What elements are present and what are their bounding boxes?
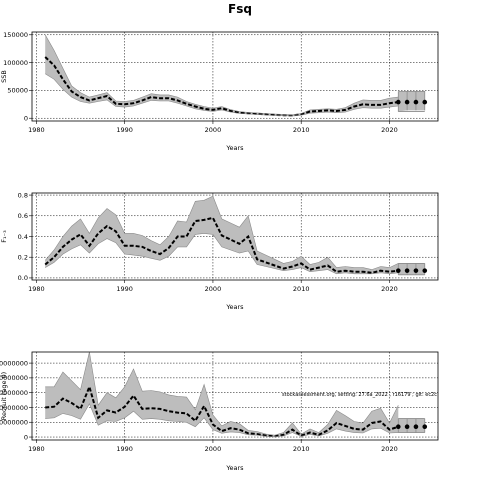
upper-bound-line <box>44 34 399 116</box>
x-axis-label: Years <box>225 464 244 472</box>
upper-bound-line <box>44 195 399 270</box>
forecast-band <box>398 263 425 275</box>
x-tick-label: 1990 <box>116 285 133 293</box>
y-tick-label: 0.2 <box>18 254 28 262</box>
y-tick-label: 50000 <box>7 87 28 95</box>
x-tick-label: 1990 <box>116 126 133 134</box>
forecast-point <box>413 268 419 273</box>
x-axis-label: Years <box>225 144 244 152</box>
x-tick-label: 2020 <box>381 285 398 293</box>
forecast-point <box>404 424 410 429</box>
forecast-point <box>395 424 401 429</box>
x-tick-label: 2020 <box>381 445 398 453</box>
y-tick-label: 0.0 <box>18 274 28 282</box>
y-tick-label: 400000000 <box>0 404 28 412</box>
x-tick-label: 2010 <box>293 285 310 293</box>
forecast-point <box>395 268 401 273</box>
y-tick-label: 0.6 <box>18 212 28 220</box>
panel-2: 1980 1990 2000 2010 2020 0.0 0.2 0.4 0.6 0.8 Years… <box>0 191 439 311</box>
x-tick-label: 2010 <box>293 445 310 453</box>
x-tick-label: 1980 <box>28 445 45 453</box>
lower-bound-line <box>45 403 399 438</box>
y-axis-label: Recruit (age 0) <box>0 372 8 420</box>
y-tick-label: 0.8 <box>18 191 28 199</box>
plot-frame <box>31 351 439 441</box>
x-tick-label: 2000 <box>205 126 222 134</box>
x-tick-label: 2000 <box>205 445 222 453</box>
y-tick-label: 0 <box>24 433 28 441</box>
lower-bound-line <box>45 233 399 275</box>
upper-bound-line <box>45 351 399 436</box>
forecast-point <box>413 424 419 429</box>
forecast-point <box>395 99 401 105</box>
forecast-point <box>422 424 428 429</box>
y-axis-label: F₁₋₃ <box>0 230 8 243</box>
forecast-point <box>413 99 419 105</box>
forecast-point <box>404 268 410 273</box>
y-tick-label: 100000 <box>3 59 28 67</box>
settings-annotation: stockassessment.org, setting: 27.6a_2022… <box>282 392 437 398</box>
x-axis-label: Years <box>225 303 244 311</box>
x-tick-label: 2010 <box>293 126 310 134</box>
estimate-line <box>44 216 399 274</box>
estimate-line <box>45 383 399 438</box>
estimate-line <box>44 56 399 117</box>
forecast-point <box>422 268 428 273</box>
lower-bound-line <box>45 73 399 117</box>
plot-frame <box>31 31 439 122</box>
y-tick-label: 600000000 <box>0 389 28 397</box>
confidence-band <box>45 34 399 116</box>
x-tick-label: 1990 <box>116 445 133 453</box>
forecast-point <box>422 99 428 105</box>
y-tick-label: 150000 <box>3 31 28 39</box>
x-tick-label: 1980 <box>28 126 45 134</box>
y-tick-label: 0.4 <box>18 233 28 241</box>
forecast-band <box>398 91 425 112</box>
x-tick-label: 2000 <box>205 285 222 293</box>
confidence-band <box>45 352 399 437</box>
figure-title: Fsq <box>228 2 252 16</box>
y-tick-label: 0 <box>24 115 28 123</box>
forecast-point <box>404 99 410 105</box>
y-tick-label: 800000000 <box>0 374 28 382</box>
x-tick-label: 1980 <box>28 285 45 293</box>
forecast-band <box>398 418 425 433</box>
x-tick-label: 2020 <box>381 126 398 134</box>
y-tick-label: 1000000000 <box>0 359 28 367</box>
panel-1: 1980 1990 2000 2010 2020 0 50000 100000 150000 Ye… <box>0 31 439 152</box>
y-axis-label: SSB <box>0 70 8 83</box>
